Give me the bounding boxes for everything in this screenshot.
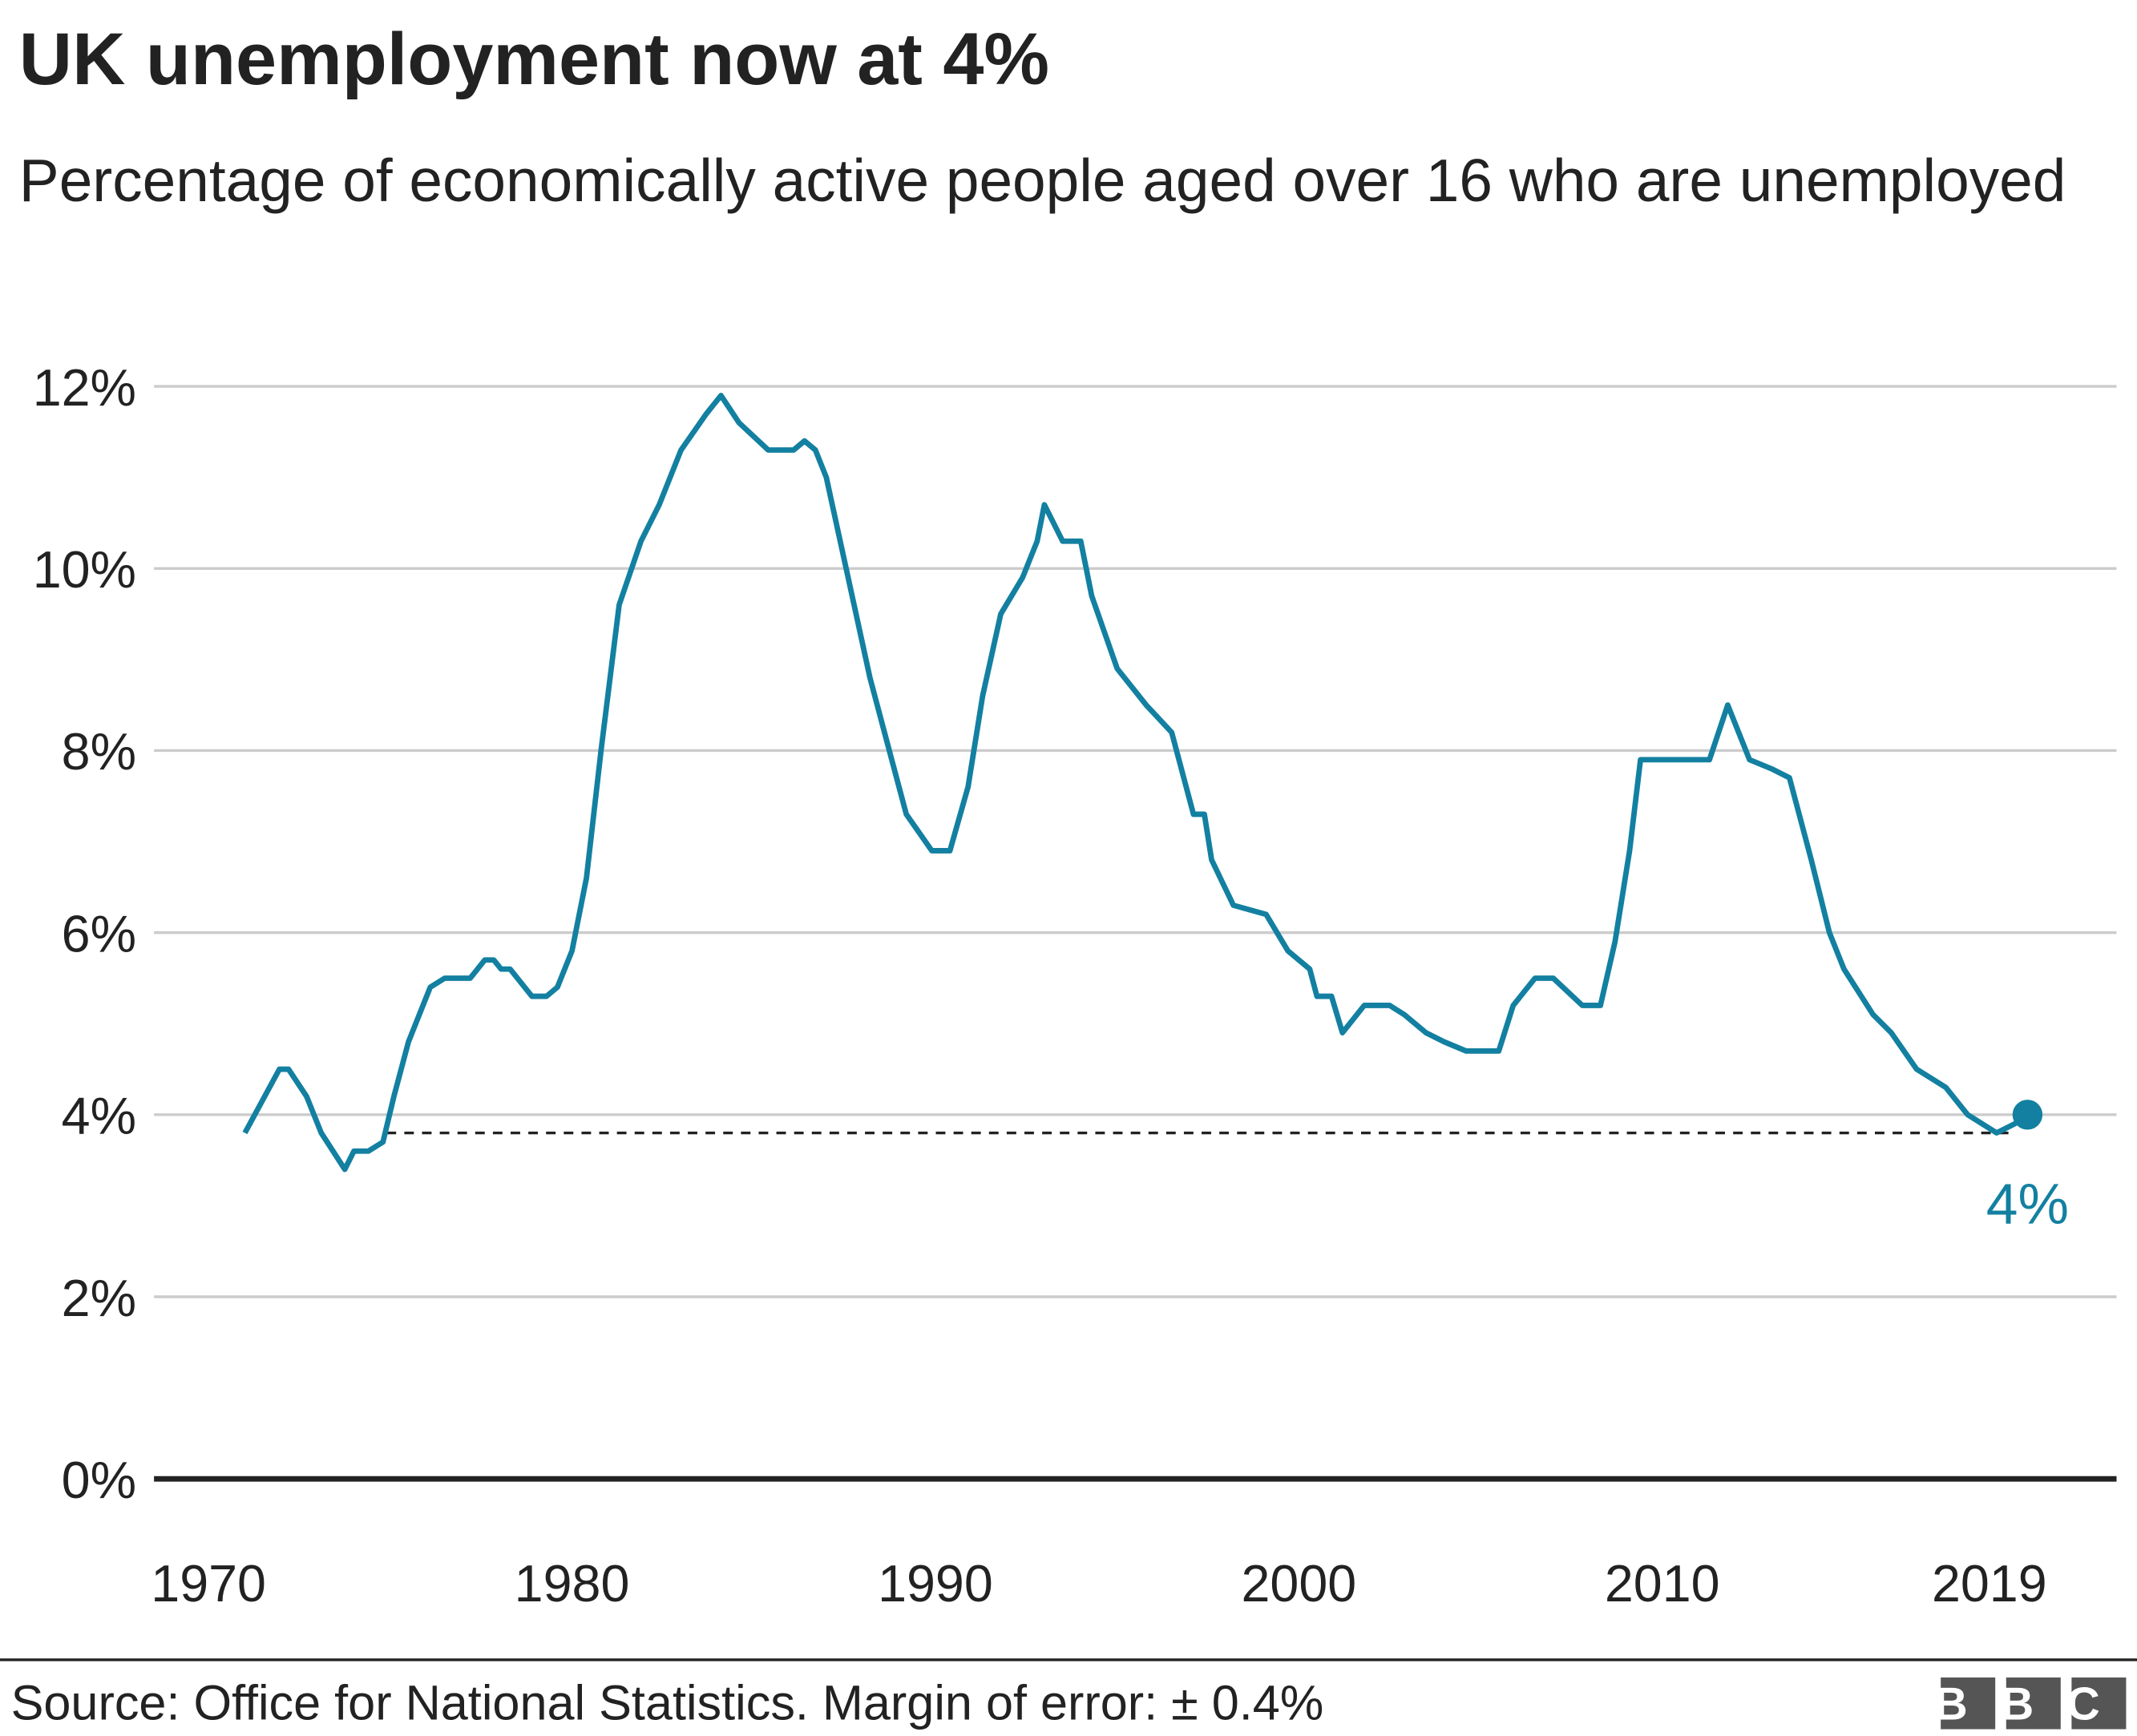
subtitle-box: Percentage of economically active people… xyxy=(18,148,2066,216)
y-tick-label: 8% xyxy=(62,723,136,781)
x-tick-label: 1970 xyxy=(151,1555,266,1613)
y-tick-label: 4% xyxy=(62,1088,136,1145)
logo-box xyxy=(2071,1677,2127,1730)
logo-box xyxy=(1941,1677,1996,1730)
logo-text: BBC xyxy=(1934,1679,2133,1730)
y-tick-label: 2% xyxy=(62,1270,136,1327)
x-tick-label: 1980 xyxy=(515,1555,630,1613)
line xyxy=(242,393,2030,1173)
last-point xyxy=(2012,1100,2043,1130)
chart-subtitle: Percentage of economically active people… xyxy=(18,148,2066,216)
x-tick-label: 1990 xyxy=(878,1555,993,1613)
source: Source: Office for National Statistics. … xyxy=(11,1676,1324,1730)
x-tick-label: 2010 xyxy=(1605,1555,1720,1613)
x-tick-label: 2019 xyxy=(1932,1555,2047,1613)
y-tick-label: 12% xyxy=(33,359,136,417)
y-tick-label: 10% xyxy=(33,541,136,599)
annotation: 4% xyxy=(1986,1173,2069,1237)
y-tick-label: 0% xyxy=(62,1451,136,1509)
x-tick-label: 2000 xyxy=(1241,1555,1356,1613)
logo: BBC xyxy=(1934,1677,2133,1730)
y-tick-label: 6% xyxy=(62,905,136,963)
chart-title: UK unemployment now at 4% xyxy=(19,18,1049,100)
logo-box xyxy=(2006,1677,2061,1730)
